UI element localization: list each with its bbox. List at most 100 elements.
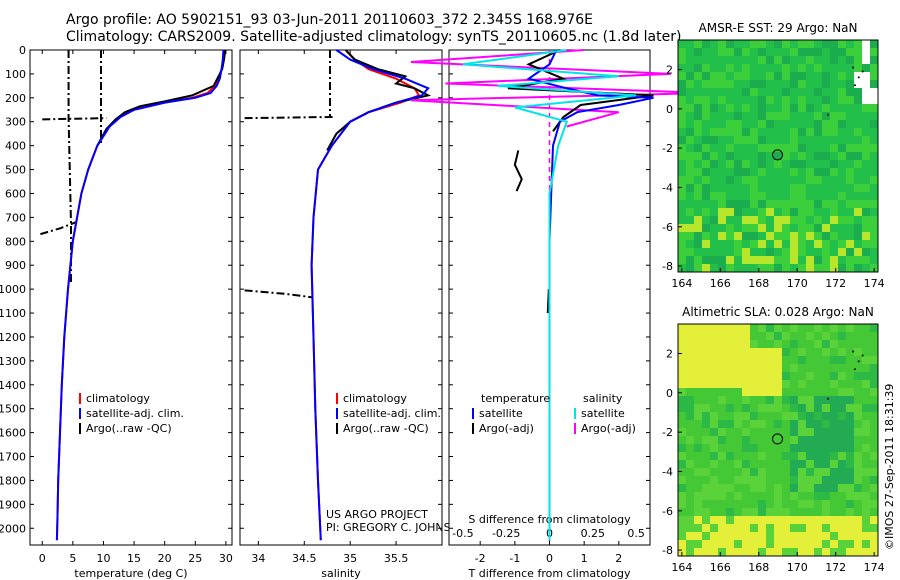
sla-grid-cell — [830, 532, 838, 540]
sla-grid-cell — [790, 444, 798, 452]
sla-grid-cell — [790, 332, 798, 340]
sla-grid-cell — [838, 444, 846, 452]
sla-grid-cell — [758, 484, 766, 492]
sla-grid-cell — [814, 500, 822, 508]
sla-grid-cell — [782, 412, 790, 420]
sla-grid-cell — [742, 500, 750, 508]
sst-grid-cell — [806, 88, 814, 96]
sst-grid-cell — [846, 48, 854, 56]
sst-grid-cell — [734, 232, 742, 240]
sst-grid-cell — [686, 264, 694, 272]
sla-grid-cell — [742, 388, 750, 396]
sla-grid-cell — [822, 516, 830, 524]
sla-grid-cell — [806, 372, 814, 380]
sst-grid-cell — [774, 248, 782, 256]
sst-grid-cell — [846, 176, 854, 184]
sst-grid-cell — [750, 40, 758, 48]
sst-grid-cell — [742, 136, 750, 144]
sst-grid-cell — [750, 232, 758, 240]
sla-grid-cell — [694, 356, 702, 364]
sla-grid-cell — [694, 428, 702, 436]
sst-grid-cell — [870, 248, 878, 256]
sla-grid-cell — [702, 404, 710, 412]
sst-grid-cell — [862, 48, 870, 56]
sla-grid-cell — [846, 332, 854, 340]
sst-grid-cell — [678, 208, 686, 216]
sst-grid-cell — [838, 192, 846, 200]
sla-grid-cell — [718, 372, 726, 380]
sst-grid-cell — [782, 56, 790, 64]
sst-island-dot — [827, 113, 829, 116]
sst-grid-cell — [742, 152, 750, 160]
sla-grid-cell — [726, 428, 734, 436]
sst-grid-cell — [814, 176, 822, 184]
sla-grid-cell — [726, 380, 734, 388]
sla-grid-cell — [718, 332, 726, 340]
sst-grid-cell — [782, 64, 790, 72]
sla-grid-cell — [790, 388, 798, 396]
sst-grid-cell — [854, 248, 862, 256]
sla-grid-cell — [838, 492, 846, 500]
sla-grid-cell — [790, 484, 798, 492]
sla-grid-cell — [686, 516, 694, 524]
sla-grid-cell — [718, 436, 726, 444]
sst-xtick-label: 172 — [825, 277, 846, 290]
sla-grid-cell — [702, 524, 710, 532]
sst-grid-cell — [710, 232, 718, 240]
sst-grid-cell — [798, 152, 806, 160]
sla-grid-cell — [806, 484, 814, 492]
sst-grid-cell — [862, 144, 870, 152]
sla-grid-cell — [870, 356, 878, 364]
sst-grid-cell — [870, 136, 878, 144]
sst-grid-cell — [774, 72, 782, 80]
sla-grid-cell — [782, 444, 790, 452]
sla-grid-cell — [790, 508, 798, 516]
sla-grid-cell — [726, 388, 734, 396]
sal-legend-label: Argo(..raw -QC) — [343, 422, 429, 435]
sst-grid-cell — [710, 40, 718, 48]
sst-grid-cell — [694, 56, 702, 64]
sla-grid-cell — [726, 364, 734, 372]
sla-grid-cell — [846, 476, 854, 484]
sla-grid-cell — [734, 340, 742, 348]
sla-grid-cell — [734, 452, 742, 460]
sst-grid-cell — [758, 256, 766, 264]
sla-grid-cell — [798, 484, 806, 492]
sla-grid-cell — [758, 396, 766, 404]
sst-grid-cell — [838, 72, 846, 80]
sst-grid-cell — [686, 72, 694, 80]
sla-grid-cell — [798, 460, 806, 468]
sla-grid-cell — [830, 420, 838, 428]
sst-grid-cell — [766, 168, 774, 176]
sst-grid-cell — [766, 264, 774, 272]
diff-t-tick-label: 2 — [615, 552, 622, 565]
sst-grid-cell — [854, 112, 862, 120]
project-pi-label: PI: GREGORY C. JOHNSON — [326, 521, 467, 534]
sla-grid-cell — [750, 364, 758, 372]
sla-grid-cell — [870, 428, 878, 436]
header-line1: Argo profile: AO 5902151_93 03-Jun-2011 … — [66, 12, 594, 28]
sla-grid-cell — [742, 332, 750, 340]
sla-grid-cell — [710, 444, 718, 452]
sla-xtick-label: 172 — [825, 561, 846, 574]
sst-grid-cell — [790, 64, 798, 72]
sst-grid-cell — [798, 72, 806, 80]
sst-grid-cell — [758, 80, 766, 88]
sla-grid-cell — [798, 380, 806, 388]
sla-grid-cell — [798, 420, 806, 428]
sla-grid-cell — [790, 356, 798, 364]
sla-grid-cell — [846, 516, 854, 524]
sst-grid-cell — [734, 120, 742, 128]
sst-grid-cell — [774, 96, 782, 104]
sla-grid-cell — [806, 364, 814, 372]
sla-grid-cell — [782, 524, 790, 532]
sla-grid-cell — [686, 548, 694, 556]
sla-xtick-label: 170 — [787, 561, 808, 574]
sst-grid-cell — [678, 72, 686, 80]
sst-grid-cell — [694, 64, 702, 72]
sla-grid-cell — [846, 404, 854, 412]
sla-grid-cell — [686, 372, 694, 380]
sla-grid-cell — [822, 364, 830, 372]
sla-grid-cell — [830, 380, 838, 388]
sla-grid-cell — [750, 540, 758, 548]
